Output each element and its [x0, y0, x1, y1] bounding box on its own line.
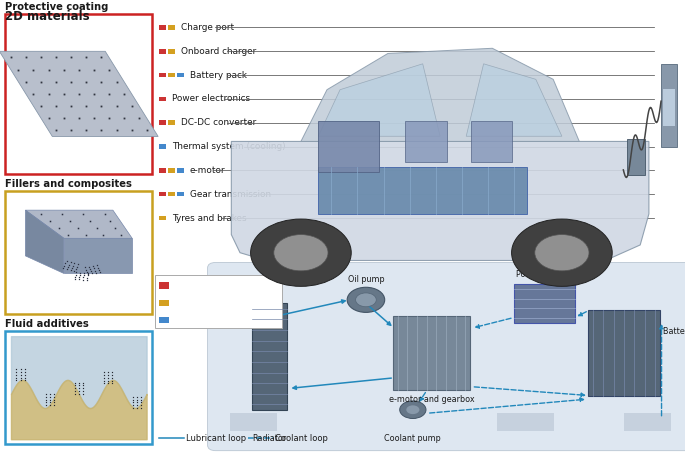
Text: Coolant loop: Coolant loop: [275, 434, 328, 443]
Bar: [159, 317, 169, 323]
Bar: [159, 192, 166, 196]
Text: Oil pump: Oil pump: [347, 275, 384, 284]
Text: Tyres and brakes: Tyres and brakes: [172, 213, 247, 223]
Circle shape: [347, 287, 385, 312]
Text: e-motor: e-motor: [190, 166, 225, 175]
Text: Protective coating: Protective coating: [173, 280, 253, 289]
Bar: [168, 120, 175, 125]
Text: Power electronics: Power electronics: [172, 94, 250, 104]
Polygon shape: [64, 238, 132, 273]
Polygon shape: [466, 64, 562, 136]
Bar: [168, 192, 175, 196]
Text: Fillers and composites: Fillers and composites: [5, 179, 132, 189]
Bar: [159, 216, 166, 220]
Polygon shape: [25, 210, 132, 238]
Bar: [406, 121, 447, 162]
Bar: [168, 73, 175, 77]
Polygon shape: [0, 51, 158, 136]
FancyBboxPatch shape: [5, 331, 152, 444]
Text: Charge port: Charge port: [181, 23, 234, 32]
FancyBboxPatch shape: [5, 191, 152, 314]
Bar: [393, 316, 471, 390]
Bar: [514, 284, 575, 323]
Text: DC-DC converter: DC-DC converter: [181, 118, 256, 127]
Bar: [252, 303, 287, 410]
Bar: [177, 168, 184, 173]
Bar: [159, 300, 169, 306]
Bar: [159, 49, 166, 54]
Circle shape: [356, 293, 376, 307]
Bar: [159, 282, 169, 289]
Bar: [159, 144, 166, 149]
Bar: [168, 49, 175, 54]
Bar: [497, 413, 553, 431]
Text: Battery pack: Battery pack: [190, 71, 247, 80]
Bar: [627, 139, 645, 175]
Polygon shape: [301, 48, 580, 142]
Text: Fluid additives: Fluid additives: [5, 319, 89, 329]
FancyBboxPatch shape: [208, 262, 685, 451]
Text: Fillers and composites: Fillers and composites: [173, 298, 272, 307]
Circle shape: [406, 405, 419, 414]
Bar: [177, 192, 184, 196]
Bar: [319, 121, 379, 173]
Text: e-motor and gearbox: e-motor and gearbox: [389, 395, 475, 404]
Circle shape: [535, 234, 589, 271]
Text: Radiator: Radiator: [253, 434, 287, 443]
Bar: [230, 413, 277, 431]
Bar: [168, 168, 175, 173]
Bar: [177, 73, 184, 77]
Bar: [471, 121, 512, 162]
Text: Gear transmission: Gear transmission: [190, 190, 271, 199]
FancyBboxPatch shape: [5, 14, 152, 174]
Bar: [159, 97, 166, 101]
Polygon shape: [25, 210, 64, 273]
Circle shape: [274, 234, 328, 271]
Text: Fluid additives: Fluid additives: [173, 315, 238, 324]
Text: Onboard charger: Onboard charger: [181, 47, 256, 56]
Circle shape: [400, 401, 426, 419]
Text: Protective coating: Protective coating: [5, 2, 109, 12]
Text: Power module: Power module: [516, 270, 573, 279]
Text: 2D materials: 2D materials: [5, 10, 90, 23]
Bar: [159, 168, 166, 173]
Text: Coolant pump: Coolant pump: [384, 434, 441, 443]
Circle shape: [512, 219, 612, 286]
Polygon shape: [232, 142, 649, 261]
Bar: [624, 413, 671, 431]
Circle shape: [251, 219, 351, 286]
Bar: [168, 25, 175, 30]
Bar: [588, 311, 660, 396]
Bar: [663, 89, 675, 126]
Bar: [230, 282, 277, 300]
Text: Lubricant loop: Lubricant loop: [186, 434, 247, 443]
Bar: [159, 120, 166, 125]
Bar: [159, 25, 166, 30]
Text: Thermal system (cooling): Thermal system (cooling): [172, 142, 286, 151]
FancyBboxPatch shape: [155, 275, 282, 328]
Bar: [159, 73, 166, 77]
Bar: [661, 64, 677, 147]
Bar: [319, 167, 527, 214]
Text: Battery pack: Battery pack: [663, 327, 685, 336]
Polygon shape: [319, 64, 440, 136]
